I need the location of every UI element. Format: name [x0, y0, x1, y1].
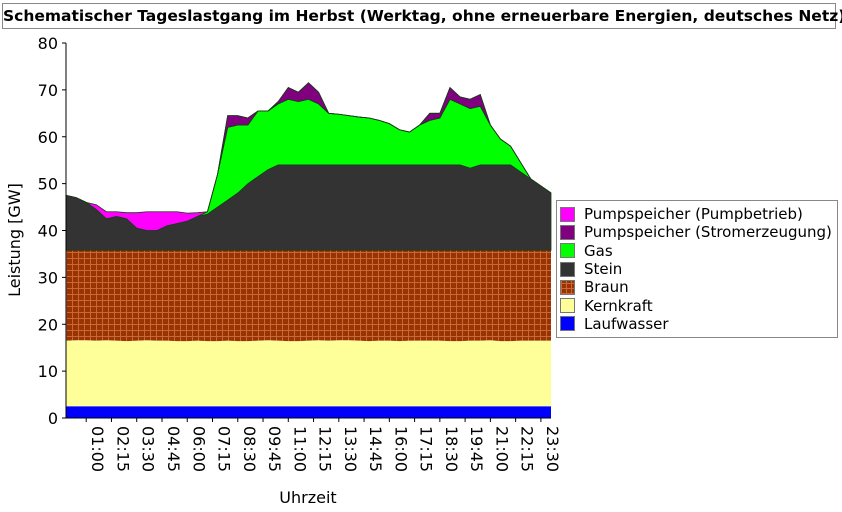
legend-swatch [560, 224, 575, 240]
stacked-areas [65, 82, 552, 418]
y-tick-label: 10 [38, 362, 58, 381]
legend-item-pumpspeicher-stromerzeugung: Pumpspeicher (Stromerzeugung) [560, 223, 837, 241]
area-braun [66, 250, 551, 342]
legend-item-pumpspeicher-pumpbetrieb: Pumpspeicher (Pumpbetrieb) [560, 205, 837, 223]
area-pumpspeicher-pumpbetrieb [65, 82, 552, 231]
x-tick-label: 02:15 [113, 426, 132, 472]
legend-label: Pumpspeicher (Stromerzeugung) [584, 223, 832, 242]
legend-item-stein: Stein [560, 260, 837, 278]
x-tick-label: 09:45 [265, 426, 284, 472]
y-tick-label: 60 [38, 128, 58, 147]
legend-item-laufwasser: Laufwasser [560, 315, 837, 333]
legend-label: Gas [584, 241, 613, 260]
x-tick-label: 03:30 [139, 426, 158, 472]
x-tick-label: 12:15 [316, 426, 335, 472]
legend-swatch [560, 206, 575, 222]
x-tick-label: 13:30 [341, 426, 360, 472]
y-tick-label: 70 [38, 81, 58, 100]
area-kernkraft [66, 340, 551, 407]
legend-label: Laufwasser [584, 314, 669, 333]
legend-item-kernkraft: Kernkraft [560, 296, 837, 315]
chart-title: Schematischer Tageslastgang im Herbst (W… [2, 3, 842, 29]
legend-item-gas: Gas [560, 242, 837, 260]
legend-label: Stein [584, 260, 623, 279]
x-tick-label: 06:00 [189, 426, 208, 472]
y-tick-label: 40 [38, 222, 58, 241]
x-tick-label: 18:30 [442, 426, 461, 472]
y-tick-label: 20 [38, 315, 58, 334]
x-tick-label: 19:45 [467, 426, 486, 472]
y-tick-label: 0 [48, 409, 58, 428]
y-tick-label: 30 [38, 268, 58, 287]
y-axis-label: Leistung [GW] [5, 183, 24, 297]
x-tick-label: 07:15 [215, 426, 234, 472]
x-tick-label: 04:45 [164, 426, 183, 472]
x-tick-label: 21:00 [492, 426, 511, 472]
legend-label: Braun [584, 278, 629, 297]
x-axis-label: Uhrzeit [279, 488, 336, 507]
x-tick-label: 17:15 [417, 426, 436, 472]
x-tick-label: 08:30 [240, 426, 259, 472]
legend-item-braun: Braun [560, 278, 837, 296]
area-laufwasser [66, 406, 551, 418]
x-tick-label: 14:45 [366, 426, 385, 472]
legend-label: Kernkraft [584, 296, 653, 315]
axes: 0 10 20 30 40 50 60 70 80 01:00 02:15 03:30 04:45 06:… [38, 34, 562, 472]
legend-swatch [560, 279, 575, 295]
x-tick-label: 11:00 [290, 426, 309, 472]
legend-label: Pumpspeicher (Pumpbetrieb) [584, 205, 803, 224]
x-tick-label: 16:00 [391, 426, 410, 472]
y-tick-label: 50 [38, 175, 58, 194]
x-tick-label: 22:15 [518, 426, 537, 472]
area-stein [65, 164, 552, 251]
legend-swatch [560, 261, 575, 277]
x-tick-label: 23:30 [543, 426, 562, 472]
legend-swatch [560, 298, 575, 314]
x-tick-label: 01:00 [88, 426, 107, 472]
legend-swatch [560, 243, 575, 259]
legend: Pumpspeicher (Pumpbetrieb) Pumpspeicher (… [556, 200, 838, 338]
legend-swatch [560, 316, 575, 332]
y-tick-label: 80 [38, 34, 58, 53]
